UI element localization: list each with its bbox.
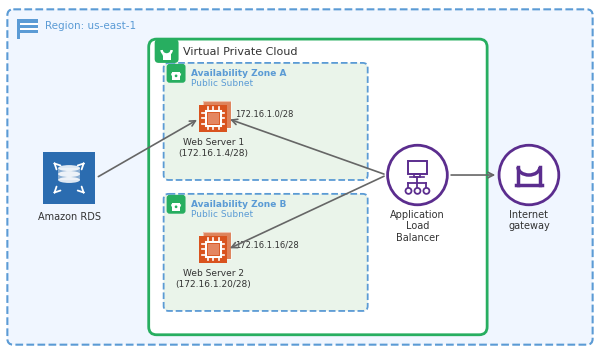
Bar	[203, 231, 232, 260]
Bar	[407, 161, 427, 174]
Bar	[20, 19, 38, 33]
FancyBboxPatch shape	[149, 39, 487, 335]
Bar	[415, 174, 421, 177]
Ellipse shape	[58, 177, 80, 183]
FancyBboxPatch shape	[155, 39, 179, 63]
Text: Amazon RDS: Amazon RDS	[38, 212, 101, 222]
Bar	[58, 174, 80, 180]
Ellipse shape	[58, 165, 80, 171]
Circle shape	[424, 188, 430, 194]
Bar	[20, 23, 38, 25]
Ellipse shape	[58, 171, 80, 177]
Text: Web Server 2
(172.16.1.20/28): Web Server 2 (172.16.1.20/28)	[176, 269, 251, 289]
Bar	[208, 244, 219, 255]
Bar	[208, 113, 219, 124]
Circle shape	[499, 145, 559, 205]
Bar	[199, 235, 227, 263]
Bar	[199, 105, 227, 132]
Text: 172.16.1.0/28: 172.16.1.0/28	[235, 110, 293, 119]
Bar	[17, 19, 20, 39]
Text: Virtual Private Cloud: Virtual Private Cloud	[182, 47, 297, 57]
Text: Availability Zone B: Availability Zone B	[191, 200, 286, 209]
Bar	[20, 28, 38, 30]
Bar	[206, 111, 221, 126]
FancyBboxPatch shape	[164, 63, 368, 180]
Bar	[58, 168, 80, 174]
Text: Public Subnet: Public Subnet	[191, 79, 253, 88]
Bar	[172, 72, 181, 80]
Text: Internet
gateway: Internet gateway	[508, 210, 550, 231]
Circle shape	[388, 145, 448, 205]
FancyBboxPatch shape	[167, 64, 185, 83]
Bar	[172, 203, 181, 211]
FancyBboxPatch shape	[7, 9, 593, 345]
Circle shape	[175, 206, 178, 208]
Text: Availability Zone A: Availability Zone A	[191, 69, 286, 78]
Text: Application
Load
Balancer: Application Load Balancer	[390, 210, 445, 243]
Bar	[203, 100, 232, 129]
FancyBboxPatch shape	[167, 195, 185, 214]
Bar	[43, 152, 95, 204]
Text: Public Subnet: Public Subnet	[191, 210, 253, 219]
Bar	[163, 54, 170, 60]
Text: Web Server 1
(172.16.1.4/28): Web Server 1 (172.16.1.4/28)	[178, 138, 248, 158]
Text: 172.16.1.16/28: 172.16.1.16/28	[235, 241, 299, 250]
Bar	[206, 242, 221, 257]
Circle shape	[406, 188, 412, 194]
Circle shape	[415, 188, 421, 194]
FancyBboxPatch shape	[164, 194, 368, 311]
Text: Region: us-east-1: Region: us-east-1	[45, 21, 136, 31]
Bar	[203, 100, 232, 129]
Circle shape	[175, 75, 178, 77]
Bar	[203, 231, 232, 260]
